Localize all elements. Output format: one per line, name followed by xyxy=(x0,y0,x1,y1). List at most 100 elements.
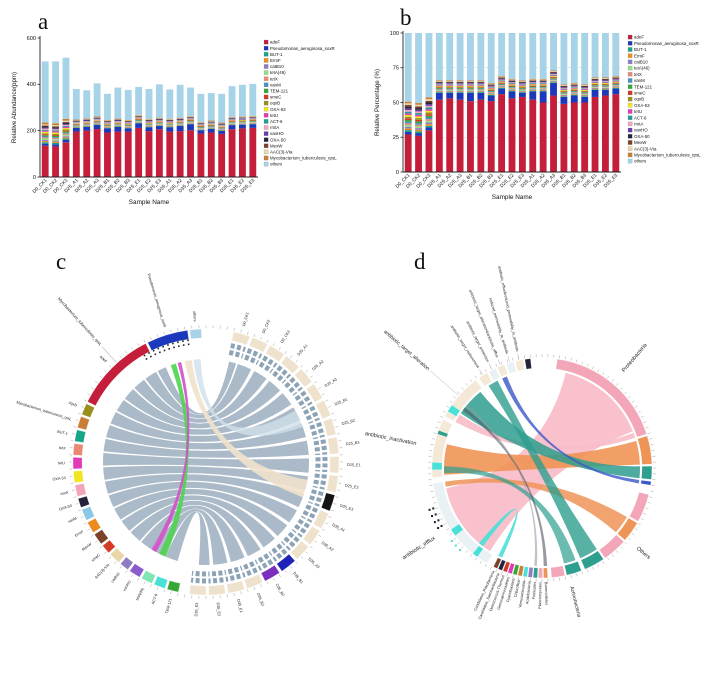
chord-segment xyxy=(493,557,502,569)
scale-tick xyxy=(461,546,464,549)
chord-segment xyxy=(81,403,95,418)
bar-segment xyxy=(591,86,599,88)
bar-segment xyxy=(477,90,485,92)
bar-segment xyxy=(591,88,599,90)
bar-segment xyxy=(415,119,422,122)
bar-segment xyxy=(456,84,464,86)
bar-segment xyxy=(487,87,495,89)
bar-segment xyxy=(72,88,80,120)
bar-segment xyxy=(425,110,433,113)
bar-segment xyxy=(425,125,433,128)
scale-tick xyxy=(495,569,498,573)
bar-segment xyxy=(570,102,578,172)
bar-segment xyxy=(62,136,70,138)
bar-segment xyxy=(529,84,537,86)
bar-segment xyxy=(518,89,526,90)
bar-segment xyxy=(591,87,599,89)
bar-segment xyxy=(508,87,516,89)
legend-item: ErmF xyxy=(263,58,281,63)
chord-segment xyxy=(515,359,525,372)
bar-segment xyxy=(602,80,609,82)
scale-tick xyxy=(506,573,508,577)
legend-swatch xyxy=(263,100,269,106)
bar-segment xyxy=(581,96,589,103)
legend-label: ACT-6 xyxy=(270,119,283,124)
bar-segment xyxy=(498,76,506,77)
bar-segment xyxy=(135,86,143,115)
bar-segment xyxy=(498,76,506,78)
bar-segment xyxy=(539,89,547,91)
bar-segment xyxy=(550,71,557,72)
legend-label: others xyxy=(634,159,647,164)
bar-segment xyxy=(477,85,485,87)
glyph-dot xyxy=(428,508,431,511)
bar-segment xyxy=(404,131,412,135)
bar-segment xyxy=(550,79,557,81)
bar-segment xyxy=(187,87,194,116)
bar-segment xyxy=(467,88,474,90)
chord-segment xyxy=(437,430,449,438)
bar-segment xyxy=(104,132,111,177)
chord-segment xyxy=(580,550,604,570)
scale-tick xyxy=(649,438,653,440)
chord-segment xyxy=(432,481,493,564)
bar-segment xyxy=(508,83,516,85)
bar-segment xyxy=(518,89,526,91)
chord-segment xyxy=(522,566,529,578)
glyph-dot xyxy=(167,344,169,346)
scale-tick xyxy=(650,444,654,446)
bar-segment xyxy=(435,85,443,87)
bar-segment xyxy=(41,137,49,139)
bar-segment xyxy=(529,85,537,87)
bar-segment xyxy=(602,88,609,90)
bar-segment xyxy=(456,86,464,88)
bar-segment xyxy=(529,83,537,84)
bar-segment xyxy=(62,122,70,124)
bar-segment xyxy=(62,130,70,132)
chord-segment xyxy=(81,506,95,521)
bar-segment xyxy=(62,139,70,143)
chord-segment xyxy=(77,416,90,431)
bar-segment xyxy=(591,89,599,90)
scale-tick xyxy=(470,379,473,382)
legend-item: others xyxy=(263,162,283,167)
bar-segment xyxy=(612,76,620,77)
bar-segment xyxy=(508,80,516,81)
chord-ribbon xyxy=(444,478,627,533)
bar-segment xyxy=(477,85,485,86)
bar-segment xyxy=(41,143,49,146)
y-tick-label: 25 xyxy=(393,135,399,141)
bar-segment xyxy=(477,87,485,88)
scale-tick xyxy=(78,412,81,415)
bar-segment xyxy=(415,108,422,110)
legend-swatch xyxy=(263,82,269,87)
chord-segment xyxy=(617,517,638,541)
scale-tick xyxy=(266,339,269,343)
scale-tick xyxy=(628,396,631,399)
bar-segment xyxy=(498,79,506,81)
scale-tick xyxy=(512,357,514,361)
glyph-dot xyxy=(450,540,453,543)
chord-ribbon xyxy=(152,509,228,565)
segment-label: antibiotic_efflux xyxy=(402,535,437,561)
segment-label: rmtA xyxy=(60,490,69,496)
scale-tick xyxy=(576,573,578,577)
chord-segment xyxy=(327,436,339,455)
bar-segment xyxy=(52,138,59,140)
bar-segment xyxy=(228,129,236,177)
legend-item: ACT-6 xyxy=(627,115,647,120)
bar-segment xyxy=(570,85,578,87)
bar-segment xyxy=(518,96,526,172)
bar-segment xyxy=(62,133,70,135)
legend-item: BUT-1 xyxy=(263,52,283,57)
bar-segment xyxy=(570,83,578,85)
bar-segment xyxy=(155,129,163,177)
chord-ribbon xyxy=(130,500,261,557)
panel-d: Proteobacteria Others Actinobacteria Bacter… xyxy=(364,266,656,620)
legend-swatch xyxy=(263,119,269,124)
histogram-track xyxy=(291,518,304,534)
bar-segment xyxy=(570,85,578,86)
chord-ribbon xyxy=(479,508,518,558)
scale-tick xyxy=(331,509,334,512)
scale-tick xyxy=(331,412,334,415)
